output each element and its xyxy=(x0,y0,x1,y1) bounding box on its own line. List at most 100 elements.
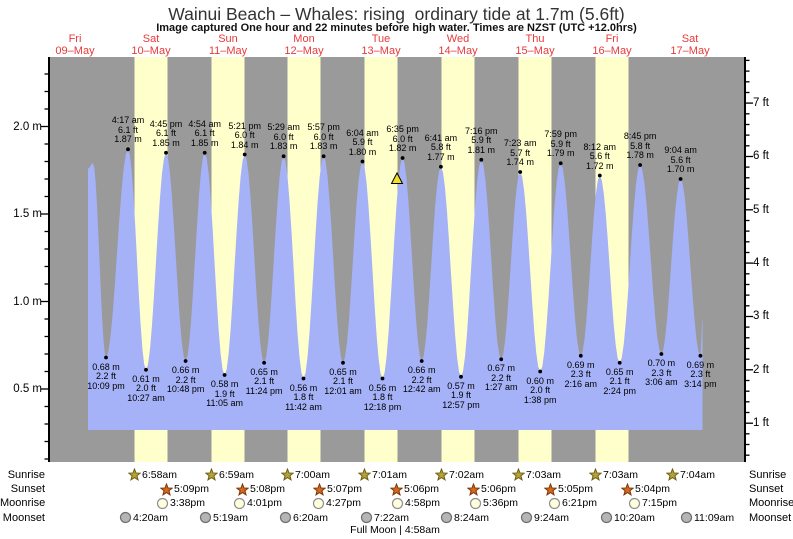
moonset-time: 9:24am xyxy=(534,511,570,524)
tide-point-dot xyxy=(459,374,463,379)
moonset-circle-icon xyxy=(520,511,533,524)
high-tide-label: 6:04 am 5.9 ft 1.80 m xyxy=(346,128,379,158)
moonset-time: 4:20am xyxy=(133,511,169,524)
high-tide-time: 5:29 am xyxy=(267,122,300,133)
high-tide-ft: 5.9 ft xyxy=(550,138,571,149)
tide-point-dot xyxy=(558,161,563,166)
moonrise-circle-icon xyxy=(156,497,169,509)
low-tide-time: 1:27 am xyxy=(484,382,518,393)
sunrise-time: 7:03am xyxy=(603,468,639,481)
low-tide-label: 0.66 m 2.2 ft 12:42 am xyxy=(403,365,441,395)
moonrise-time: 4:58pm xyxy=(405,497,441,509)
low-tide-label: 0.61 m 2.0 ft 10:27 am xyxy=(127,374,165,404)
day-name: Fri xyxy=(605,33,619,45)
tide-point-dot xyxy=(341,360,345,365)
tide-point-dot xyxy=(439,164,443,169)
tide-point-dot xyxy=(678,177,683,181)
tide-chart: 4:17 am 6.1 ft 1.87 m 4:45 pm 6.1 ft 1.85 m 4:… xyxy=(41,57,753,462)
moonset-row-label: Moonset xyxy=(749,511,792,524)
tide-point-dot xyxy=(638,163,642,167)
sunrise-star-icon xyxy=(512,468,525,481)
low-tide-label: 0.58 m 1.9 ft 11:05 am xyxy=(206,379,243,409)
day-label: Sat 10–May xyxy=(131,33,170,57)
low-tide-time: 10:09 pm xyxy=(87,380,125,391)
sunset-time: 5:06pm xyxy=(404,483,440,495)
low-tide-m: 0.65 m xyxy=(250,366,278,377)
current-time-marker xyxy=(390,171,404,184)
day-label: Sun 11–May xyxy=(209,33,247,57)
capture-note: Image captured One hour and 22 minutes b… xyxy=(156,22,637,34)
day-name: Sun xyxy=(218,33,238,45)
low-tide-m: 0.56 m xyxy=(368,382,397,393)
tide-point-dot xyxy=(518,170,523,174)
high-tide-m: 1.77 m xyxy=(427,151,455,162)
high-tide-time: 4:54 am xyxy=(188,118,221,129)
high-tide-label: 5:29 am 6.0 ft 1.83 m xyxy=(267,123,300,152)
right-axis-label: 2 ft xyxy=(753,363,769,376)
low-tide-m: 0.66 m xyxy=(171,365,200,375)
low-tide-ft: 2.0 ft xyxy=(530,385,551,395)
sunset-item: 5:08pm xyxy=(236,482,285,496)
low-tide-time: 3:06 am xyxy=(645,377,678,387)
moonrise-circle-icon xyxy=(391,497,404,509)
moonset-time: 5:19am xyxy=(213,511,249,524)
moonrise-time: 6:21pm xyxy=(562,497,598,509)
high-tide-time: 4:45 pm xyxy=(149,118,183,129)
moonset-time: 11:09am xyxy=(694,511,735,524)
high-tide-ft: 6.0 ft xyxy=(273,131,294,142)
high-tide-m: 1.87 m xyxy=(114,134,142,145)
high-tide-m: 1.83 m xyxy=(309,141,338,152)
tide-point-dot xyxy=(400,156,405,160)
high-tide-label: 5:57 pm 6.0 ft 1.83 m xyxy=(307,123,340,152)
sunrise-item: 7:00am xyxy=(281,468,330,481)
sunrise-item: 6:59am xyxy=(205,468,254,481)
tide-point-dot xyxy=(262,360,266,365)
sunrise-item: 6:58am xyxy=(128,468,177,481)
right-axis-label: 1 ft xyxy=(753,417,769,430)
sunset-star-icon xyxy=(467,482,480,496)
sunset-item: 5:06pm xyxy=(390,482,440,496)
low-tide-m: 0.57 m xyxy=(447,380,475,391)
low-tide-time: 2:16 am xyxy=(564,378,598,389)
tide-point-dot xyxy=(222,373,227,377)
low-tide-m: 0.65 m xyxy=(329,366,357,377)
low-tide-ft: 2.2 ft xyxy=(175,374,196,385)
low-tide-label: 0.57 m 1.9 ft 12:57 pm xyxy=(442,380,480,411)
sunset-star-icon xyxy=(390,482,403,496)
day-date: 15–May xyxy=(515,44,555,57)
high-tide-m: 1.74 m xyxy=(506,157,534,167)
moonrise-row-label: Moonrise xyxy=(0,497,46,509)
tide-area xyxy=(88,149,703,431)
low-tide-ft: 1.9 ft xyxy=(450,390,471,401)
high-tide-m: 1.85 m xyxy=(152,137,180,148)
tide-point-dot xyxy=(183,359,188,363)
low-tide-label: 0.56 m 1.8 ft 11:42 am xyxy=(285,383,322,413)
low-tide-m: 0.60 m xyxy=(526,375,554,386)
high-tide-label: 7:59 pm 5.9 ft 1.79 m xyxy=(544,130,577,159)
moonset-item: 5:19am xyxy=(199,511,248,524)
low-tide-time: 10:48 pm xyxy=(166,384,205,394)
high-tide-time: 9:04 am xyxy=(664,145,697,155)
low-tide-label: 0.56 m 1.8 ft 12:18 pm xyxy=(364,382,402,413)
tide-point-dot xyxy=(281,154,286,159)
sunrise-item: 7:03am xyxy=(512,468,561,481)
high-tide-m: 1.85 m xyxy=(190,137,219,148)
tide-point-dot xyxy=(617,360,622,365)
right-axis-label: 7 ft xyxy=(753,97,769,110)
tide-point-dot xyxy=(578,353,583,358)
moonset-time: 8:24am xyxy=(454,511,490,524)
sunrise-star-icon xyxy=(435,468,448,481)
high-tide-m: 1.78 m xyxy=(626,150,654,160)
high-tide-label: 6:41 am 5.8 ft 1.77 m xyxy=(425,133,458,163)
day-name: Thu xyxy=(525,33,545,45)
day-name: Mon xyxy=(293,33,315,45)
left-axis-label: 1.5 m xyxy=(13,208,42,220)
left-axis-label: 1.0 m xyxy=(13,295,42,308)
sunrise-row-label: Sunrise xyxy=(749,468,787,481)
day-label: Wed 14–May xyxy=(438,33,477,57)
sunset-star-icon xyxy=(160,482,173,496)
sunset-row-label: Sunset xyxy=(749,483,784,495)
sunset-item: 5:05pm xyxy=(544,482,593,496)
moonset-circle-icon xyxy=(360,511,373,524)
